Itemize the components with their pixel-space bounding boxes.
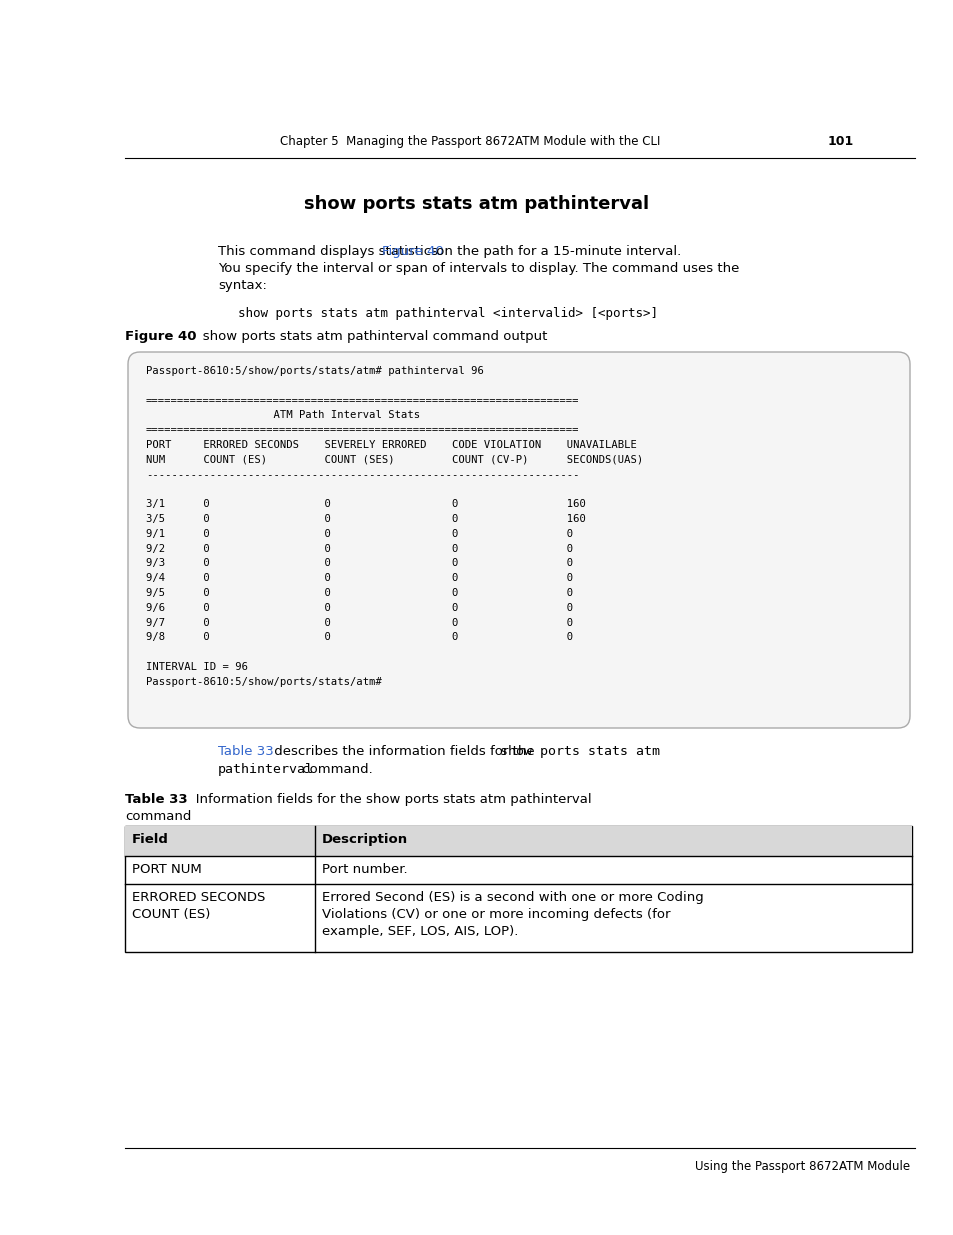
Text: NUM      COUNT (ES)         COUNT (SES)         COUNT (CV-P)      SECONDS(UAS): NUM COUNT (ES) COUNT (SES) COUNT (CV-P) … xyxy=(146,454,642,464)
Text: command: command xyxy=(125,810,192,823)
Text: --------------------------------------------------------------------: ----------------------------------------… xyxy=(146,469,578,479)
Text: Field: Field xyxy=(132,832,169,846)
Text: You specify the interval or span of intervals to display. The command uses the: You specify the interval or span of inte… xyxy=(218,262,739,275)
Text: ATM Path Interval Stats: ATM Path Interval Stats xyxy=(146,410,419,420)
Text: 101: 101 xyxy=(827,135,853,148)
Text: Port number.: Port number. xyxy=(322,863,407,876)
Text: Table 33: Table 33 xyxy=(125,793,188,806)
Text: Table 33: Table 33 xyxy=(218,745,274,758)
Text: show ports stats atm pathinterval <intervalid> [<ports>]: show ports stats atm pathinterval <inter… xyxy=(237,308,658,320)
Text: example, SEF, LOS, AIS, LOP).: example, SEF, LOS, AIS, LOP). xyxy=(322,925,517,939)
Text: This command displays statistics: This command displays statistics xyxy=(218,245,442,258)
Text: describes the information fields for the: describes the information fields for the xyxy=(270,745,538,758)
Text: ====================================================================: ========================================… xyxy=(146,395,578,405)
Text: ====================================================================: ========================================… xyxy=(146,425,578,435)
Text: ERRORED SECONDS: ERRORED SECONDS xyxy=(132,890,265,904)
Text: PORT     ERRORED SECONDS    SEVERELY ERRORED    CODE VIOLATION    UNAVAILABLE: PORT ERRORED SECONDS SEVERELY ERRORED CO… xyxy=(146,440,637,450)
Text: INTERVAL ID = 96: INTERVAL ID = 96 xyxy=(146,662,248,672)
Text: command.: command. xyxy=(297,763,373,776)
Text: COUNT (ES): COUNT (ES) xyxy=(132,908,211,921)
Text: 9/6      0                  0                   0                 0: 9/6 0 0 0 0 xyxy=(146,603,573,613)
Text: Information fields for the show ports stats atm pathinterval: Information fields for the show ports st… xyxy=(183,793,591,806)
Text: 9/4      0                  0                   0                 0: 9/4 0 0 0 0 xyxy=(146,573,573,583)
Text: Passport-8610:5/show/ports/stats/atm#: Passport-8610:5/show/ports/stats/atm# xyxy=(146,677,381,687)
Text: 9/2      0                  0                   0                 0: 9/2 0 0 0 0 xyxy=(146,543,573,553)
Text: Passport-8610:5/show/ports/stats/atm# pathinterval 96: Passport-8610:5/show/ports/stats/atm# pa… xyxy=(146,366,483,375)
Text: 9/7      0                  0                   0                 0: 9/7 0 0 0 0 xyxy=(146,618,573,627)
Text: Figure 40: Figure 40 xyxy=(125,330,196,343)
Text: 9/8      0                  0                   0                 0: 9/8 0 0 0 0 xyxy=(146,632,573,642)
Text: Description: Description xyxy=(322,832,408,846)
Text: PORT NUM: PORT NUM xyxy=(132,863,201,876)
Text: on the path for a 15-minute interval.: on the path for a 15-minute interval. xyxy=(432,245,680,258)
Text: Chapter 5  Managing the Passport 8672ATM Module with the CLI: Chapter 5 Managing the Passport 8672ATM … xyxy=(279,135,659,148)
Text: 3/1      0                  0                   0                 160: 3/1 0 0 0 160 xyxy=(146,499,585,509)
Text: Figure 40: Figure 40 xyxy=(381,245,443,258)
Text: 9/3      0                  0                   0                 0: 9/3 0 0 0 0 xyxy=(146,558,573,568)
Text: Violations (CV) or one or more incoming defects (for: Violations (CV) or one or more incoming … xyxy=(322,908,670,921)
Text: syntax:: syntax: xyxy=(218,279,267,291)
Text: show ports stats atm: show ports stats atm xyxy=(499,745,659,758)
Text: pathinterval: pathinterval xyxy=(218,763,314,776)
Text: 9/1      0                  0                   0                 0: 9/1 0 0 0 0 xyxy=(146,529,573,538)
FancyBboxPatch shape xyxy=(128,352,909,727)
Bar xyxy=(125,826,911,952)
Bar xyxy=(125,826,911,856)
Text: Using the Passport 8672ATM Module: Using the Passport 8672ATM Module xyxy=(694,1160,909,1173)
Text: show ports stats atm pathinterval command output: show ports stats atm pathinterval comman… xyxy=(190,330,547,343)
Text: 9/5      0                  0                   0                 0: 9/5 0 0 0 0 xyxy=(146,588,573,598)
Text: 3/5      0                  0                   0                 160: 3/5 0 0 0 160 xyxy=(146,514,585,524)
Text: show ports stats atm pathinterval: show ports stats atm pathinterval xyxy=(304,195,649,212)
Text: Errored Second (ES) is a second with one or more Coding: Errored Second (ES) is a second with one… xyxy=(322,890,703,904)
